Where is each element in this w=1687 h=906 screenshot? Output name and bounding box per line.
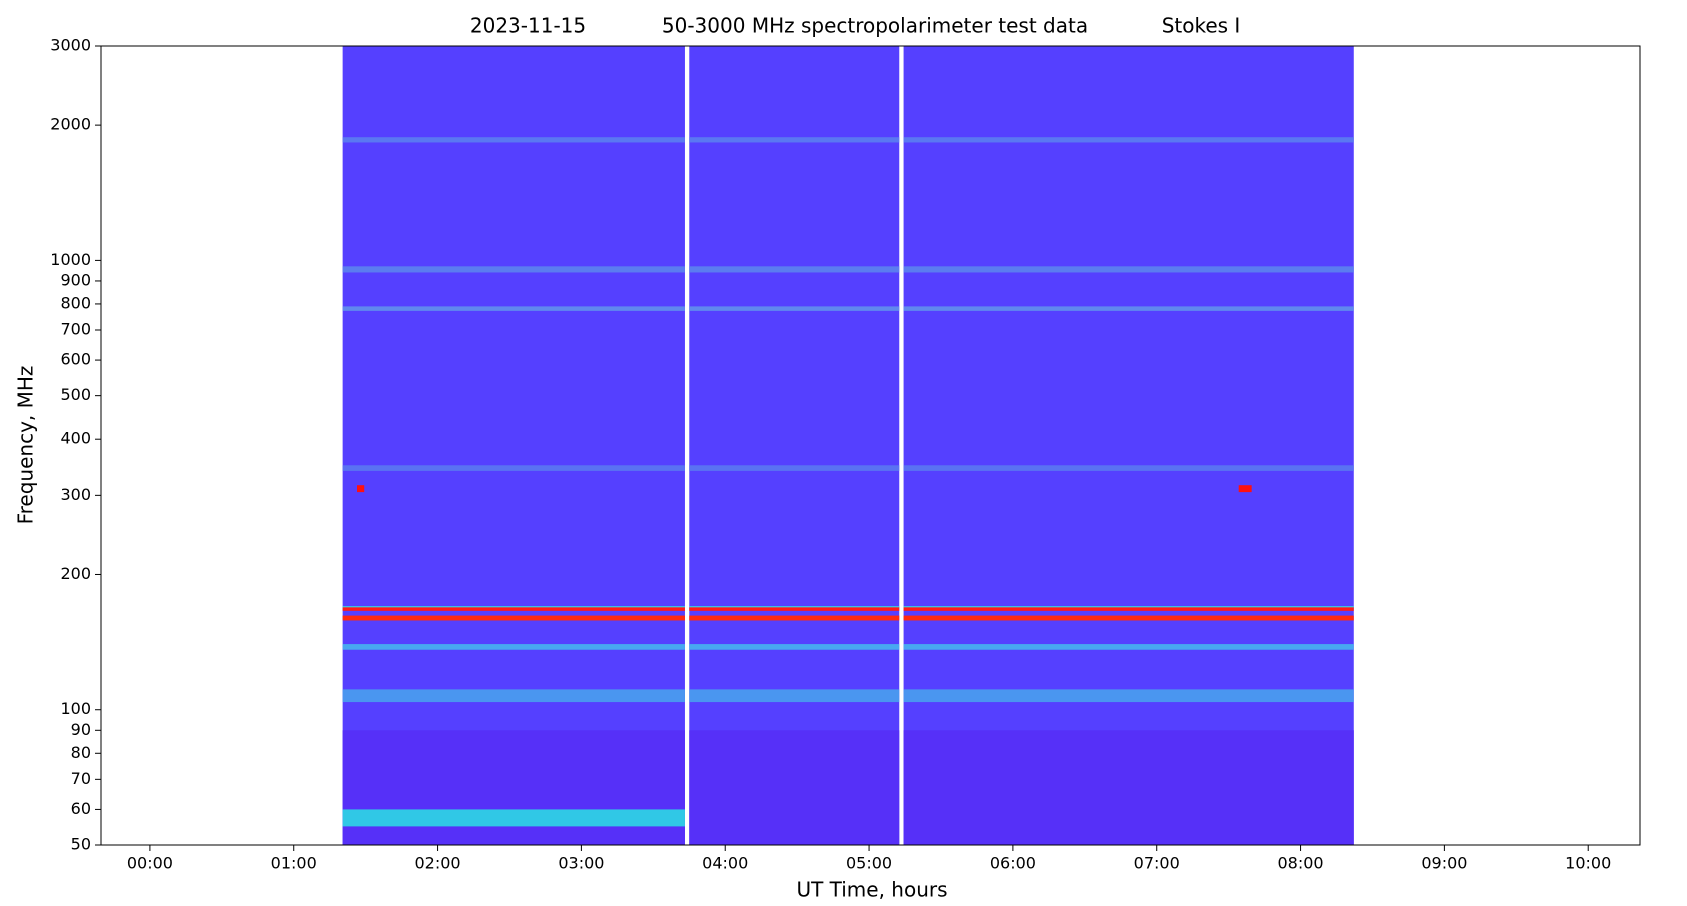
x-tick-label: 00:00 [127, 854, 173, 873]
band-piece [342, 689, 685, 703]
y-tick-label: 200 [60, 564, 91, 583]
x-tick-label: 04:00 [702, 854, 748, 873]
band-piece [903, 266, 1354, 273]
band-piece [689, 730, 900, 845]
signal-band [342, 266, 1354, 273]
signal-band [342, 615, 1354, 621]
y-tick-label: 60 [71, 799, 91, 818]
band-piece [342, 809, 685, 827]
x-tick-label: 08:00 [1278, 854, 1324, 873]
signal-band [342, 730, 1354, 845]
spectrogram-segment [342, 46, 685, 845]
y-tick-label: 300 [60, 485, 91, 504]
y-tick-label: 2000 [50, 115, 91, 134]
y-tick-label: 800 [60, 293, 91, 312]
plot-frame [100, 45, 1641, 846]
y-tick-label: 70 [71, 769, 91, 788]
y-tick-label: 3000 [50, 36, 91, 55]
band-piece [903, 644, 1354, 650]
y-tick-label: 500 [60, 385, 91, 404]
band-piece [342, 607, 685, 611]
band-piece [689, 465, 900, 471]
chart-title: Stokes I [1162, 14, 1241, 38]
x-tick-label: 03:00 [558, 854, 604, 873]
y-tick-label: 1000 [50, 250, 91, 269]
signal-band [342, 607, 1354, 611]
x-axis-label: UT Time, hours [796, 878, 947, 902]
band-piece [903, 615, 1354, 621]
x-tick-label: 01:00 [271, 854, 317, 873]
band-piece [342, 306, 685, 311]
y-tick-label: 80 [71, 743, 91, 762]
signal-band [342, 465, 1354, 471]
band-piece [1238, 485, 1252, 493]
band-piece [342, 730, 685, 845]
spectrogram-segment [903, 46, 1354, 845]
band-piece [903, 607, 1354, 611]
x-tick-label: 06:00 [990, 854, 1036, 873]
band-piece [689, 137, 900, 143]
x-tick-label: 10:00 [1565, 854, 1611, 873]
y-tick-label: 50 [71, 835, 91, 854]
signal-band [342, 306, 1354, 311]
y-tick-label: 900 [60, 270, 91, 289]
spectrogram-segment [689, 46, 900, 845]
signal-band [342, 689, 1354, 703]
y-axis-label: Frequency, MHz [14, 366, 38, 525]
signal-band [357, 485, 365, 493]
band-piece [342, 266, 685, 273]
y-tick-label: 700 [60, 319, 91, 338]
x-tick-label: 02:00 [415, 854, 461, 873]
band-piece [342, 615, 685, 621]
band-piece [342, 465, 685, 471]
y-tick-label: 600 [60, 350, 91, 369]
x-tick-label: 09:00 [1421, 854, 1467, 873]
y-tick-label: 400 [60, 429, 91, 448]
y-tick-label: 90 [71, 720, 91, 739]
band-piece [903, 137, 1354, 143]
y-tick-label: 100 [60, 699, 91, 718]
band-piece [342, 137, 685, 143]
band-piece [903, 306, 1354, 311]
x-tick-label: 07:00 [1134, 854, 1180, 873]
chart-title: 50-3000 MHz spectropolarimeter test data [662, 14, 1088, 38]
band-piece [357, 485, 365, 493]
band-piece [689, 644, 900, 650]
signal-band [342, 137, 1354, 143]
chart-title: 2023-11-15 [470, 14, 586, 38]
band-piece [689, 266, 900, 273]
band-piece [342, 644, 685, 650]
band-piece [689, 306, 900, 311]
x-tick-label: 05:00 [846, 854, 892, 873]
signal-band [342, 809, 685, 827]
band-piece [903, 465, 1354, 471]
band-piece [689, 615, 900, 621]
band-piece [689, 689, 900, 703]
signal-band [1238, 485, 1252, 493]
band-piece [903, 730, 1354, 845]
band-piece [903, 689, 1354, 703]
band-piece [689, 607, 900, 611]
signal-band [342, 644, 1354, 650]
